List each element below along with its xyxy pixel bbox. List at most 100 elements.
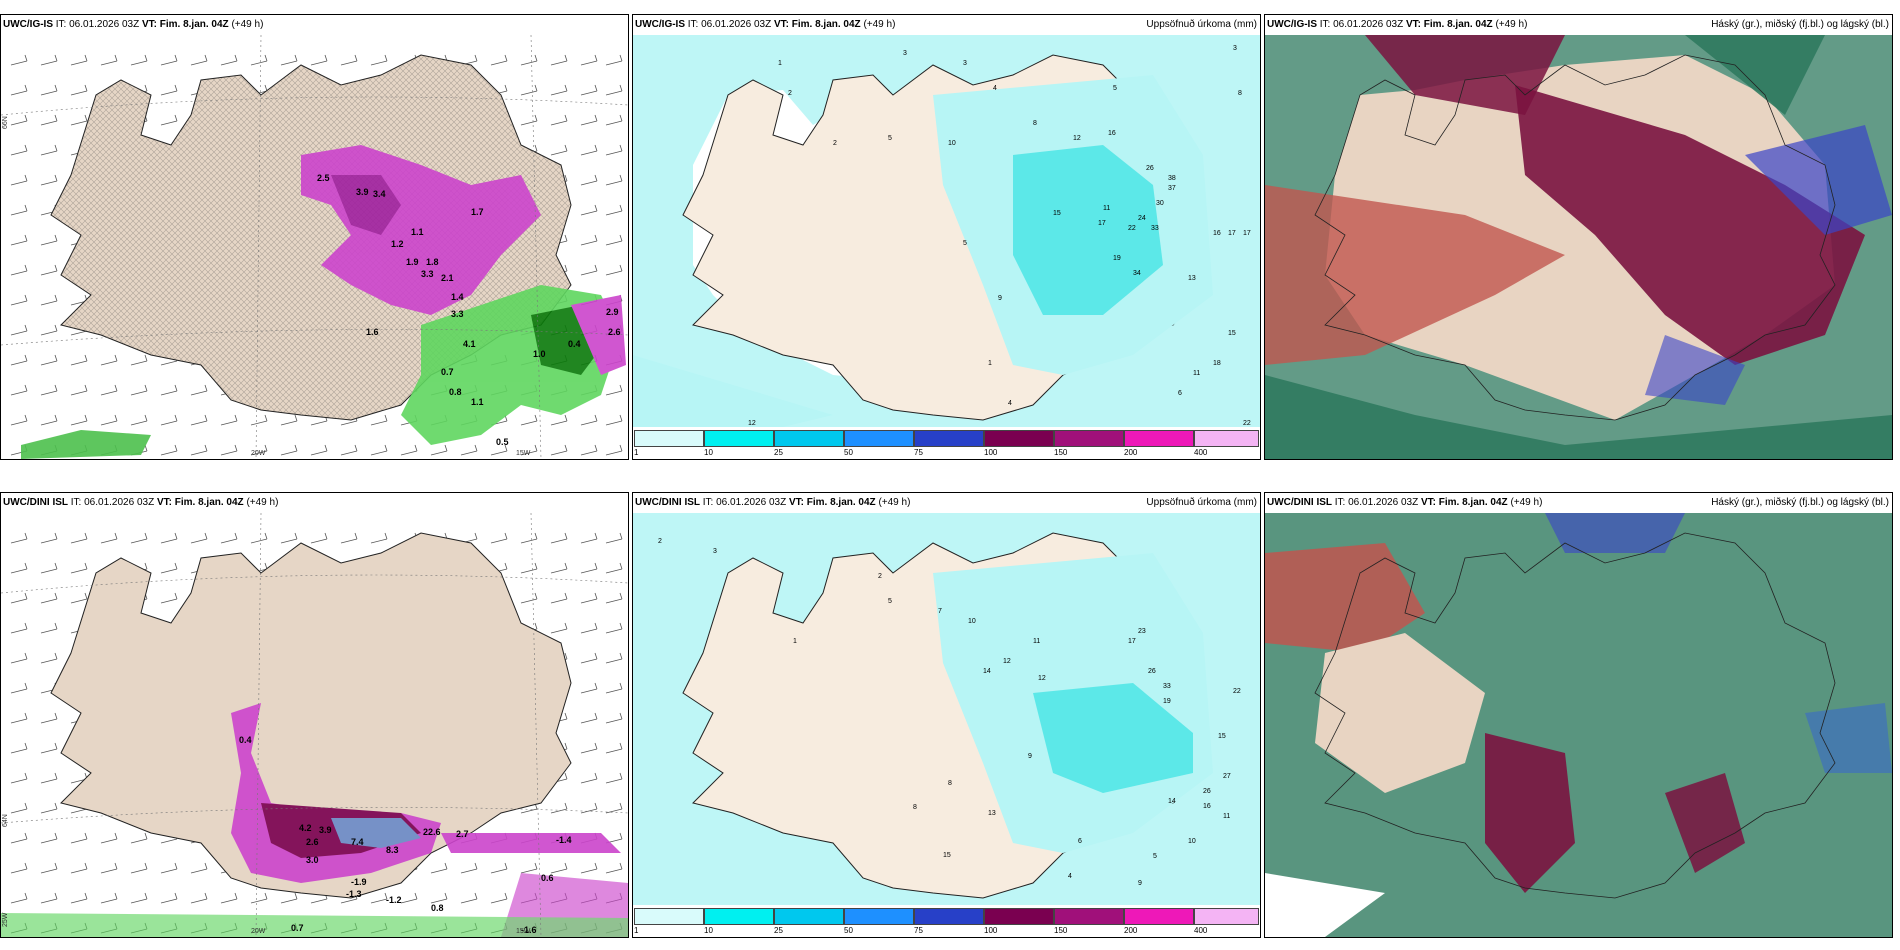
precip-value: 11	[1223, 813, 1230, 820]
temperature-labels: 0.4 4.2 3.9 2.6 3.0 7.4 8.3 22.6 2.7 -1.…	[239, 735, 572, 935]
precipitation-map: 2 3 1 2 5 7 10 11 12 14 17 23 26 33 19 2…	[633, 513, 1260, 905]
temp-label: -1.4	[556, 835, 572, 845]
precip-value: 15	[943, 852, 951, 859]
precip-value: 14	[983, 668, 991, 675]
temp-label: 1.2	[391, 239, 404, 249]
panel-bottom-wind: UWC/DINI ISL IT: 06.01.2026 03Z VT: Fim.…	[0, 492, 629, 938]
temp-label: -1.3	[346, 889, 362, 899]
precip-value: 22	[1128, 225, 1136, 232]
precip-value: 10	[948, 140, 956, 147]
temperature-labels: 2.5 3.9 3.4 1.2 1.1 1.9 1.8 3.3 2.1 1.4 …	[317, 173, 621, 447]
precip-value: 16	[1108, 130, 1116, 137]
temp-label: 0.6	[541, 873, 554, 883]
precip-value: 6	[1178, 390, 1182, 397]
precip-value: 33	[1163, 683, 1171, 690]
temp-label: 3.0	[306, 855, 319, 865]
wind-temperature-map: 2.5 3.9 3.4 1.2 1.1 1.9 1.8 3.3 2.1 1.4 …	[1, 35, 628, 459]
colorbar-tick: 75	[914, 926, 923, 935]
precip-value: 19	[1113, 255, 1121, 262]
precip-value: 7	[938, 608, 942, 615]
temp-label: 1.8	[426, 257, 439, 267]
precip-value: 15	[1053, 210, 1061, 217]
precip-value: 13	[988, 810, 996, 817]
temp-label: -1.6	[521, 925, 537, 935]
precip-values: 2 3 1 2 5 7 10 11 12 14 17 23 26 33 19 2…	[658, 538, 1241, 887]
precip-value: 5	[1113, 85, 1117, 92]
lon-label-20w: 20W	[251, 450, 266, 457]
precip-value: 9	[1028, 753, 1032, 760]
panel-top-wind: UWC/IG-IS IT: 06.01.2026 03Z VT: Fim. 8.…	[0, 14, 629, 460]
panel-bottom-precip: UWC/DINI ISL IT: 06.01.2026 03Z VT: Fim.…	[632, 492, 1261, 938]
temp-label: -1.9	[351, 877, 367, 887]
colorbar-tick: 25	[774, 926, 783, 935]
precip-value: 24	[1138, 215, 1146, 222]
precip-value: 6	[1078, 838, 1082, 845]
precip-value: 1	[988, 360, 992, 367]
panel-bottom-clouds: UWC/DINI ISL IT: 06.01.2026 03Z VT: Fim.…	[1264, 492, 1893, 938]
precip-value: 12	[1003, 658, 1011, 665]
lat-label-64n: 64N	[2, 814, 9, 827]
colorbar-tick: 1	[634, 448, 639, 457]
colorbar-tick: 400	[1194, 448, 1208, 457]
precip-value: 22	[1243, 420, 1251, 427]
colorbar-swatch	[1124, 430, 1194, 447]
colorbar-tick: 10	[704, 926, 713, 935]
temp-label: -1.2	[386, 895, 402, 905]
precip-value: 10	[1188, 838, 1196, 845]
wind-temperature-map: 0.4 4.2 3.9 2.6 3.0 7.4 8.3 22.6 2.7 -1.…	[1, 513, 628, 937]
grid-lines	[1, 513, 628, 937]
colorbar-tick: 150	[1054, 926, 1068, 935]
colorbar-swatch	[774, 908, 844, 925]
precip-value: 33	[1151, 225, 1159, 232]
grid-lines	[1, 35, 628, 459]
precip-value: 16	[1213, 230, 1221, 237]
panel-field-title: Háský (gr.), miðský (fj.bl.) og lágský (…	[1711, 19, 1889, 30]
temp-label: 2.7	[456, 829, 469, 839]
colorbar-swatch	[914, 430, 984, 447]
temp-label: 4.2	[299, 823, 312, 833]
precip-value: 2	[878, 573, 882, 580]
temp-label: 1.0	[533, 349, 546, 359]
colorbar-swatch	[1194, 908, 1259, 925]
precip-value: 8	[948, 780, 952, 787]
precip-value: 9	[1138, 880, 1142, 887]
precip-value: 17	[1228, 230, 1236, 237]
temp-label: 2.6	[608, 327, 621, 337]
temp-label: 2.6	[306, 837, 319, 847]
precip-value: 15	[1228, 330, 1236, 337]
precip-value: 8	[1238, 90, 1242, 97]
precip-value: 4	[993, 85, 997, 92]
colorbar-tick: 150	[1054, 448, 1068, 457]
precip-value: 2	[658, 538, 662, 545]
precip-colorbar: 1 10 25 50 75 100 150 200 400	[634, 908, 1259, 936]
colorbar-tick: 50	[844, 926, 853, 935]
precip-value: 17	[1243, 230, 1251, 237]
lon-label-15w: 15W	[516, 928, 531, 935]
precip-value: 23	[1138, 628, 1146, 635]
colorbar-swatch	[1054, 908, 1124, 925]
temp-label: 8.3	[386, 845, 399, 855]
temp-label: 4.1	[463, 339, 476, 349]
panel-top-clouds: UWC/IG-IS IT: 06.01.2026 03Z VT: Fim. 8.…	[1264, 14, 1893, 460]
precip-value: 22	[1233, 688, 1241, 695]
colorbar-tick: 50	[844, 448, 853, 457]
panel-top-precip: UWC/IG-IS IT: 06.01.2026 03Z VT: Fim. 8.…	[632, 14, 1261, 460]
panel-title: UWC/DINI ISL IT: 06.01.2026 03Z VT: Fim.…	[3, 497, 279, 508]
temp-label: 0.7	[291, 923, 304, 933]
colorbar-tick: 25	[774, 448, 783, 457]
lat-label-66n: 66N	[2, 116, 9, 129]
precip-value: 30	[1156, 200, 1164, 207]
cloud-cover-map	[1265, 513, 1892, 937]
precip-value: 3	[963, 60, 967, 67]
colorbar-tick: 100	[984, 926, 998, 935]
temp-label: 1.4	[451, 292, 464, 302]
colorbar-swatch	[914, 908, 984, 925]
precip-value: 2	[788, 90, 792, 97]
precip-value: 1	[778, 60, 782, 67]
colorbar-swatch	[634, 430, 704, 447]
colorbar-tick: 10	[704, 448, 713, 457]
temp-label: 0.4	[568, 339, 581, 349]
panel-field-title: Uppsöfnuð úrkoma (mm)	[1146, 497, 1257, 508]
precip-values: 1 2 3 5 3 4 5 10 8 12 16 24 26 38 37 30 …	[748, 45, 1251, 427]
precip-value: 34	[1133, 270, 1141, 277]
